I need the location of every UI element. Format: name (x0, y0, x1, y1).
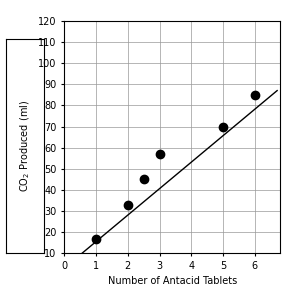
Point (253, 92, 257, 97)
Text: CO$_2$ Produced (ml): CO$_2$ Produced (ml) (18, 100, 32, 192)
Point (126, 202, 130, 207)
X-axis label: Number of Antacid Tablets: Number of Antacid Tablets (108, 277, 237, 286)
Point (221, 124, 225, 129)
Point (94, 236, 98, 241)
Point (141, 177, 146, 182)
Point (157, 152, 162, 156)
